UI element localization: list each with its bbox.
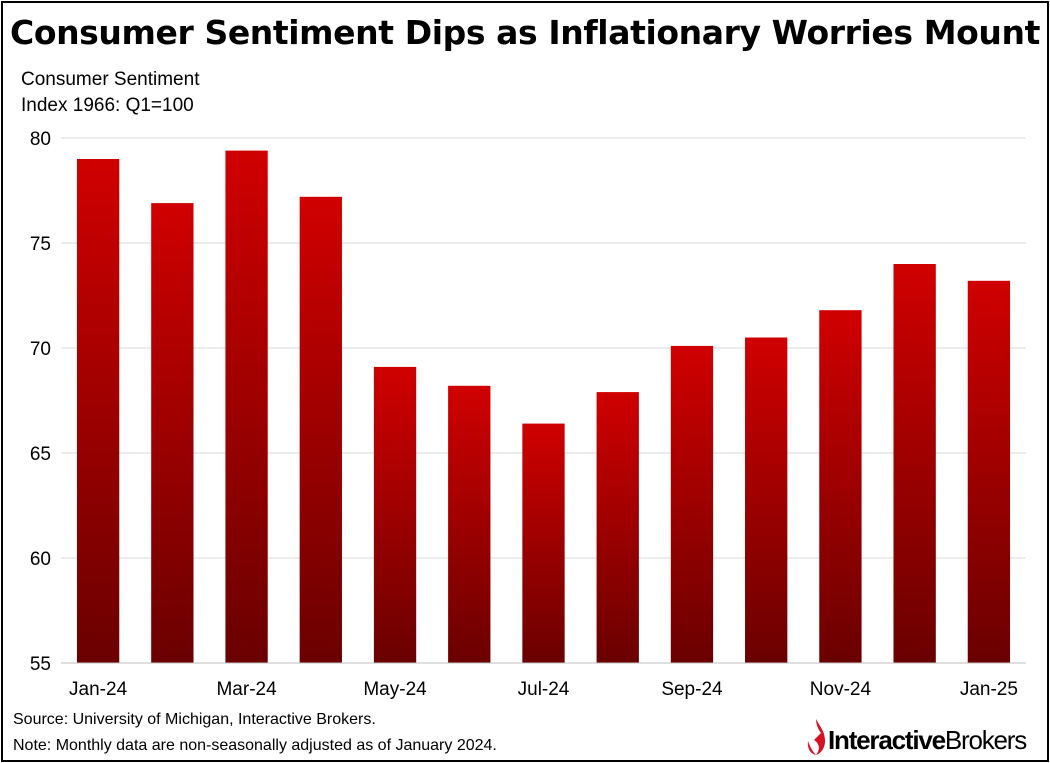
y-tick-label: 60 xyxy=(30,549,51,570)
brand-mark-icon xyxy=(807,719,825,755)
y-tick-label: 55 xyxy=(30,654,51,675)
x-tick-label: Jul-24 xyxy=(518,679,570,700)
bars xyxy=(76,150,1011,664)
y-axis-label: Consumer Sentiment Index 1966: Q1=100 xyxy=(21,67,199,119)
brand-name: InteractiveBrokers xyxy=(828,725,1027,756)
y-tick-label: 65 xyxy=(30,444,51,465)
brand-name-part-2: Brokers xyxy=(944,725,1027,755)
bar-aug-24 xyxy=(596,392,639,663)
bar-sep-24 xyxy=(670,345,714,663)
bar-dec-24 xyxy=(893,264,936,663)
x-axis-ticks: Jan-24 Mar-24 May-24 Jul-24 Sep-24 Nov-24 Jan-… xyxy=(61,662,1026,700)
x-tick-label: Jan-24 xyxy=(69,679,128,700)
bar-mar-24 xyxy=(225,150,268,664)
x-tick-label: Sep-24 xyxy=(661,679,723,700)
bar-apr-24 xyxy=(299,196,342,664)
y-axis-label-line-1: Consumer Sentiment xyxy=(21,69,200,90)
y-tick-label: 80 xyxy=(30,129,51,150)
brand-name-part-1: Interactive xyxy=(828,725,946,755)
y-tick-label: 75 xyxy=(30,234,51,255)
bar-oct-24 xyxy=(745,337,788,663)
bar-jul-24 xyxy=(522,423,565,663)
y-axis-label-line-2: Index 1966: Q1=100 xyxy=(21,95,194,116)
methodology-note: Note: Monthly data are non-seasonally ad… xyxy=(13,737,497,754)
bar-may-24 xyxy=(373,366,417,663)
x-tick-label: Mar-24 xyxy=(216,679,277,700)
bar-jan-25 xyxy=(967,280,1011,663)
y-axis-ticks: 55 60 65 70 75 80 xyxy=(30,129,51,675)
x-tick-label: Nov-24 xyxy=(810,679,872,700)
source-note: Source: University of Michigan, Interact… xyxy=(13,711,376,728)
chart-title: Consumer Sentiment Dips as Inflationary … xyxy=(10,13,1040,52)
bar-chart: 55 60 65 70 75 80 Jan-24 Mar-24 May-24 Jul-24 Sep… xyxy=(30,129,1026,700)
bar-nov-24 xyxy=(819,310,862,663)
y-tick-label: 70 xyxy=(30,339,51,360)
x-tick-label: May-24 xyxy=(363,679,427,700)
x-tick-label: Jan-25 xyxy=(960,679,1018,700)
bar-jan-24 xyxy=(76,159,120,663)
bar-feb-24 xyxy=(151,203,194,663)
bar-jun-24 xyxy=(448,385,491,663)
